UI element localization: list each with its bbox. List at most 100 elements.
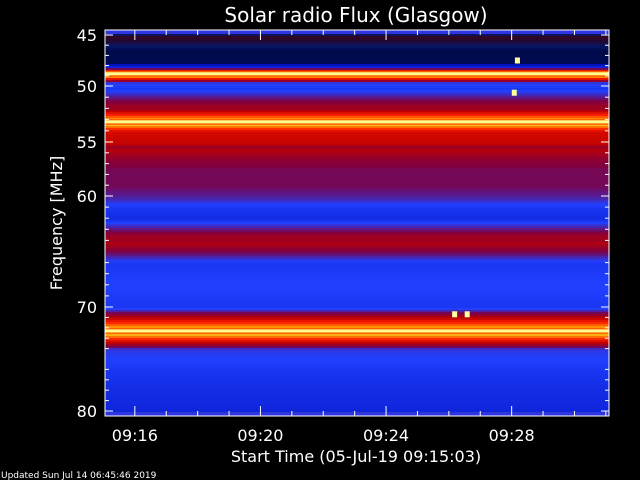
spectrum-row [105, 390, 609, 392]
spectrum-row [105, 384, 609, 386]
spectrum-row [105, 160, 609, 162]
spectrum-row [105, 398, 609, 400]
spectrum-row [105, 242, 609, 244]
spectrum-row [105, 294, 609, 296]
spectrum-row [105, 92, 609, 94]
y-tick-label: 45 [77, 26, 97, 45]
spectrum-row [105, 190, 609, 192]
spectrum-row [105, 250, 609, 252]
x-tick-label: 09:24 [363, 426, 409, 445]
spectrum-row [105, 126, 609, 128]
spectrum-row [105, 236, 609, 238]
spectrum-row [105, 110, 609, 112]
spectrum-row [105, 224, 609, 226]
spectrum-row [105, 304, 609, 306]
spectrum-row [105, 194, 609, 196]
band-line [105, 238, 609, 243]
spectrum-row [105, 340, 609, 342]
spectrum-row [105, 282, 609, 284]
spectrum-row [105, 76, 609, 78]
spectrum-row [105, 414, 609, 416]
x-axis-label: Start Time (05-Jul-19 09:15:03) [231, 447, 481, 466]
spectrum-row [105, 290, 609, 292]
spectrum-row [105, 102, 609, 104]
spectrum-row [105, 156, 609, 158]
spectrum-row [105, 292, 609, 294]
spectrum-row [105, 152, 609, 154]
spectrum-row [105, 90, 609, 92]
spectrum-row [105, 114, 609, 116]
burst-mark [452, 311, 458, 318]
spectrum-row [105, 378, 609, 380]
spectrum-row [105, 306, 609, 308]
spectrum-row [105, 80, 609, 82]
spectrum-row [105, 204, 609, 206]
spectrum-row [105, 258, 609, 260]
spectrum-row [105, 412, 609, 414]
spectrum-row [105, 284, 609, 286]
spectrum-row [105, 406, 609, 408]
y-tick-label: 70 [77, 298, 97, 317]
y-tick-label: 50 [77, 77, 97, 96]
spectrum-row [105, 312, 609, 314]
y-tick-label: 80 [77, 402, 97, 421]
plot-frame [104, 29, 610, 417]
spectrum-row [105, 208, 609, 210]
spectrum-row [105, 392, 609, 394]
spectrum-row [105, 188, 609, 190]
spectrum-row [105, 198, 609, 200]
spectrum-row [105, 316, 609, 318]
spectrum-row [105, 124, 609, 126]
chart-title: Solar radio Flux (Glasgow) [224, 3, 487, 27]
spectrum-row [105, 254, 609, 256]
y-tick-label: 60 [77, 187, 97, 206]
spectrum-row [105, 268, 609, 270]
spectrum-row [105, 338, 609, 340]
spectrum-row [105, 172, 609, 174]
spectrum-row [105, 128, 609, 130]
spectrum-row [105, 246, 609, 248]
spectrum-row [105, 346, 609, 348]
x-tick-label: 09:20 [237, 426, 283, 445]
spectrum-row [105, 298, 609, 300]
spectrum-row [105, 142, 609, 144]
spectrum-row [105, 362, 609, 364]
spectrum-row [105, 256, 609, 258]
dark-band [105, 34, 609, 64]
spectrum-row [105, 196, 609, 198]
spectrum-row [105, 192, 609, 194]
spectrum-row [105, 400, 609, 402]
spectrum-row [105, 276, 609, 278]
spectrum-row [105, 140, 609, 142]
spectrum-row [105, 200, 609, 202]
spectrum-row [105, 394, 609, 396]
spectrum-row [105, 386, 609, 388]
spectrum-row [105, 32, 609, 34]
spectrum-row [105, 280, 609, 282]
x-tick-label: 09:28 [489, 426, 535, 445]
spectrum-row [105, 162, 609, 164]
spectrum-row [105, 88, 609, 90]
spectrum-row [105, 222, 609, 224]
spectrum-row [105, 260, 609, 262]
spectrum-row [105, 372, 609, 374]
spectrum-row [105, 368, 609, 370]
spectrum-row [105, 374, 609, 376]
band-line-core [105, 120, 609, 124]
spectrum-row [105, 408, 609, 410]
spectrum-row [105, 164, 609, 166]
spectrum-row [105, 252, 609, 254]
y-axis: 45 50 55 60 70 80 [77, 26, 609, 421]
spectrum-row [105, 84, 609, 86]
burst-mark [511, 89, 517, 96]
spectrum-row [105, 134, 609, 136]
spectrum-row [105, 112, 609, 114]
spectrum-row [105, 66, 609, 68]
spectrum-row [105, 150, 609, 152]
spectrum-row [105, 314, 609, 316]
spectrum-row [105, 352, 609, 354]
spectrum-row [105, 388, 609, 390]
burst-mark [464, 311, 470, 318]
spectrum-row [105, 78, 609, 80]
